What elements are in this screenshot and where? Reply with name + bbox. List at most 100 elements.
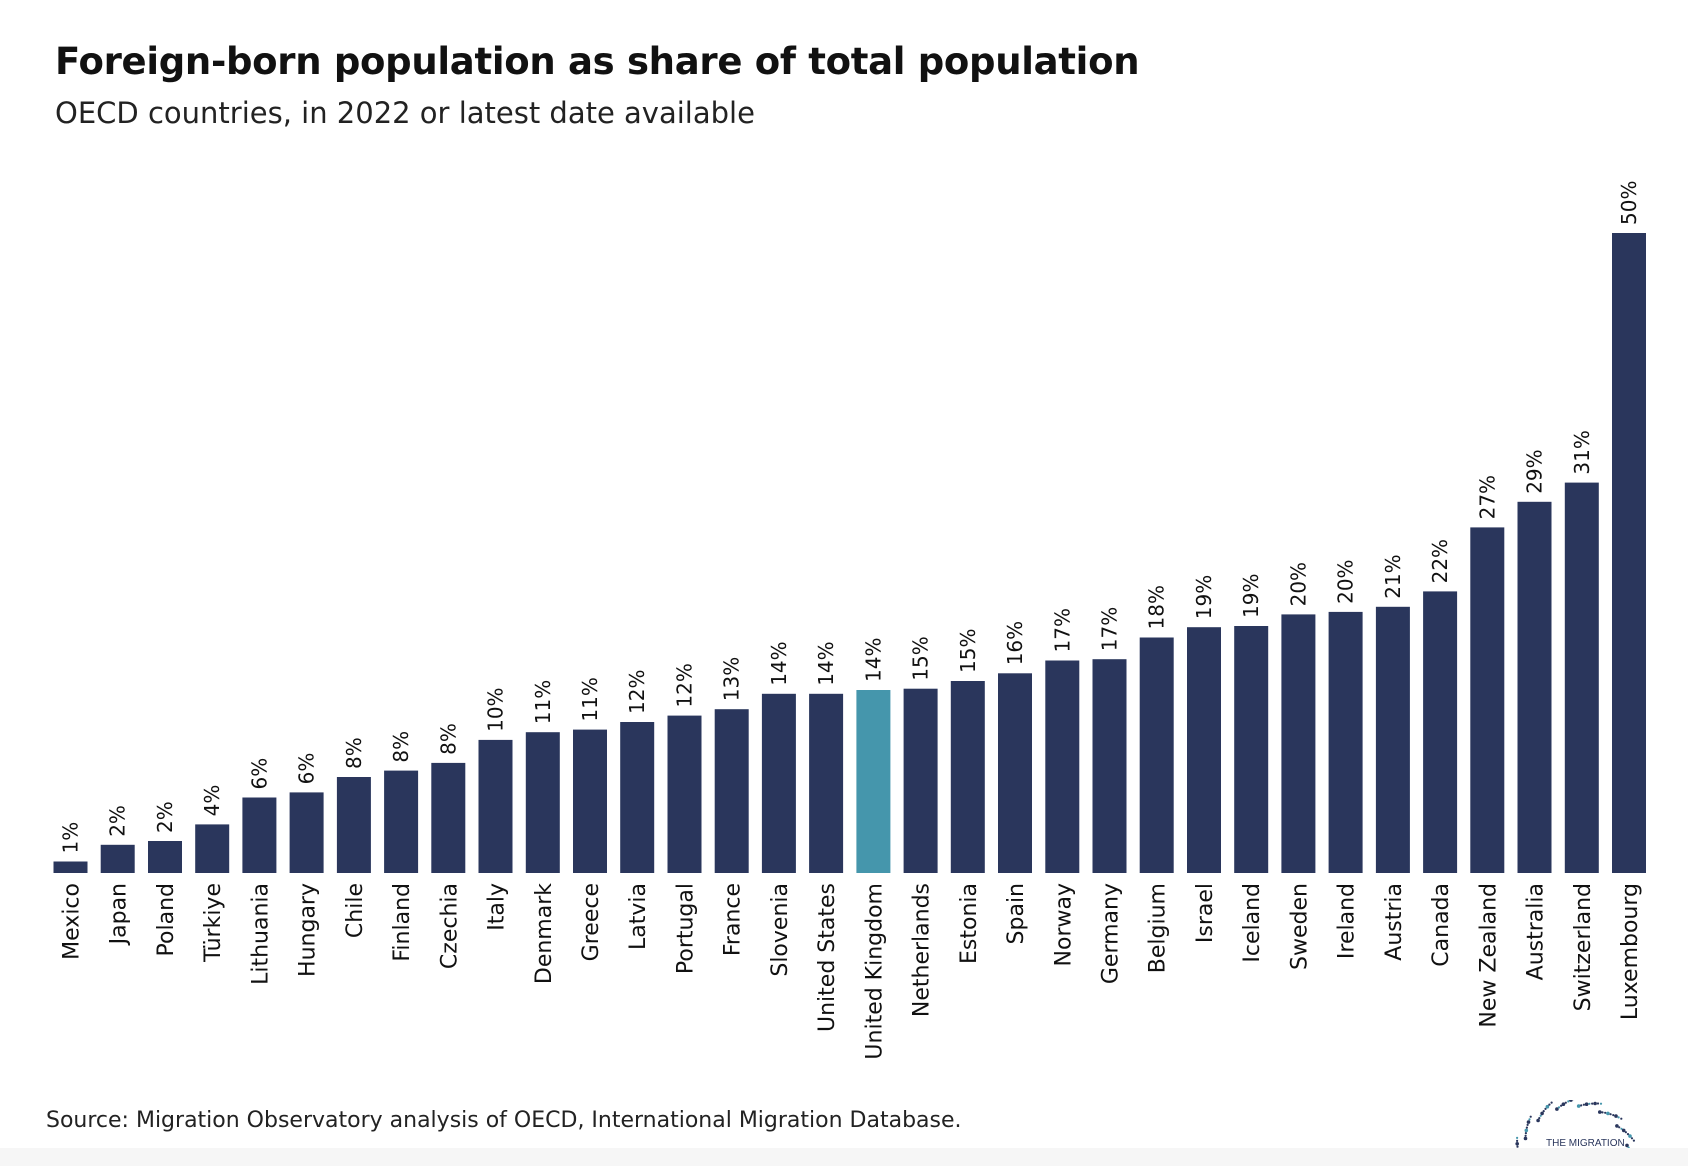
data-label: 14%	[861, 638, 885, 682]
category-label: Slovenia	[768, 883, 793, 977]
data-label: 21%	[1381, 554, 1405, 598]
logo-dot	[1524, 1132, 1527, 1135]
bar-latvia	[620, 722, 655, 873]
logo-dot	[1548, 1103, 1551, 1106]
logo-dot	[1593, 1101, 1597, 1106]
bar-mexico	[53, 861, 88, 873]
logo-dot	[1576, 1104, 1581, 1108]
data-label: 20%	[1286, 562, 1310, 606]
bar-lithuania	[242, 797, 277, 873]
category-label: Estonia	[957, 883, 982, 964]
bar-hungary	[289, 792, 324, 873]
bar-israel	[1187, 627, 1221, 873]
data-label: 27%	[1475, 475, 1499, 519]
logo-dot	[1606, 1111, 1610, 1116]
category-label: Iceland	[1240, 883, 1265, 963]
logo-dot	[1516, 1145, 1519, 1148]
logo-dot	[1516, 1139, 1519, 1142]
logo-dot	[1544, 1107, 1547, 1110]
logo-dot	[1536, 1118, 1540, 1123]
logo-dot	[1625, 1143, 1629, 1148]
logo-dot	[1569, 1100, 1573, 1102]
logo-dot	[1582, 1103, 1585, 1106]
data-label: 8%	[389, 731, 413, 763]
logo-dot	[1604, 1111, 1607, 1114]
logo-dot	[1584, 1102, 1589, 1106]
logo-dot	[1557, 1106, 1561, 1109]
bar-portugal	[667, 715, 702, 873]
data-label: 13%	[720, 657, 744, 701]
bar-italy	[478, 739, 513, 873]
data-label: 1%	[59, 822, 83, 854]
bar-norway	[1045, 660, 1080, 873]
data-label: 2%	[153, 801, 177, 833]
logo-dot	[1524, 1134, 1527, 1137]
bar-chile	[336, 777, 371, 873]
logo-dot	[1612, 1114, 1615, 1117]
category-label: Mexico	[60, 883, 85, 960]
data-label: 15%	[909, 636, 933, 680]
data-label: 4%	[200, 785, 224, 817]
bar-greece	[573, 729, 607, 873]
logo-dot	[1538, 1117, 1541, 1120]
category-label: Latvia	[626, 883, 651, 950]
logo-dot	[1632, 1139, 1635, 1142]
source-note: Source: Migration Observatory analysis o…	[46, 1108, 962, 1133]
data-label: 12%	[625, 670, 649, 714]
logo-dot	[1525, 1126, 1528, 1129]
chart-subtitle: OECD countries, in 2022 or latest date a…	[55, 96, 755, 130]
logo-dot	[1614, 1114, 1618, 1118]
category-label: Germany	[1099, 883, 1124, 984]
logo-dot	[1515, 1142, 1519, 1146]
bar-netherlands	[903, 688, 938, 873]
logo-dot	[1545, 1104, 1550, 1109]
data-label: 17%	[1050, 608, 1074, 652]
category-label: Finland	[390, 883, 415, 962]
logo-dot	[1601, 1111, 1604, 1114]
logo-dot	[1567, 1100, 1570, 1103]
data-label: 14%	[767, 641, 791, 685]
bar-iceland	[1234, 626, 1269, 873]
category-label: New Zealand	[1476, 883, 1501, 1028]
data-label: 8%	[436, 723, 460, 755]
bar-japan	[100, 844, 135, 873]
category-label: Chile	[343, 883, 368, 938]
logo-dot	[1628, 1134, 1632, 1138]
data-label: 14%	[814, 641, 838, 685]
bar-switzerland	[1564, 482, 1599, 873]
data-label: 16%	[1003, 621, 1027, 665]
category-label: United Kingdom	[862, 883, 887, 1060]
category-label: Switzerland	[1571, 883, 1596, 1011]
bar-germany	[1092, 659, 1127, 873]
category-label: Greece	[579, 883, 604, 961]
bar-denmark	[525, 732, 560, 873]
data-label: 29%	[1523, 449, 1547, 493]
category-label: Australia	[1524, 883, 1549, 980]
logo-dot	[1615, 1124, 1619, 1128]
bar-ireland	[1328, 611, 1363, 873]
migration-observatory-logo: THE MIGRATION	[1515, 1100, 1635, 1150]
bar-united-states	[809, 693, 844, 873]
logo-dot	[1542, 1110, 1545, 1113]
bar-czechia	[431, 762, 466, 873]
logo-dot	[1564, 1101, 1567, 1104]
data-label: 6%	[295, 753, 319, 785]
category-label: Netherlands	[910, 883, 935, 1017]
category-label: Lithuania	[248, 883, 273, 985]
bar-france	[714, 709, 749, 873]
bar-poland	[148, 841, 182, 873]
logo-dot	[1516, 1136, 1519, 1139]
bar-sweden	[1281, 614, 1316, 873]
bar-austria	[1375, 606, 1410, 873]
data-label: 22%	[1428, 539, 1452, 583]
logo-dot	[1626, 1133, 1630, 1136]
logo-dot	[1596, 1102, 1600, 1105]
logo-dot	[1540, 1111, 1544, 1116]
category-label: United States	[815, 883, 840, 1032]
logo-dot	[1624, 1131, 1627, 1134]
data-label: 2%	[106, 805, 130, 837]
logo-dot	[1588, 1102, 1591, 1105]
logo-dot	[1528, 1118, 1531, 1121]
category-label: Ireland	[1335, 883, 1360, 959]
bar-australia	[1517, 501, 1552, 873]
